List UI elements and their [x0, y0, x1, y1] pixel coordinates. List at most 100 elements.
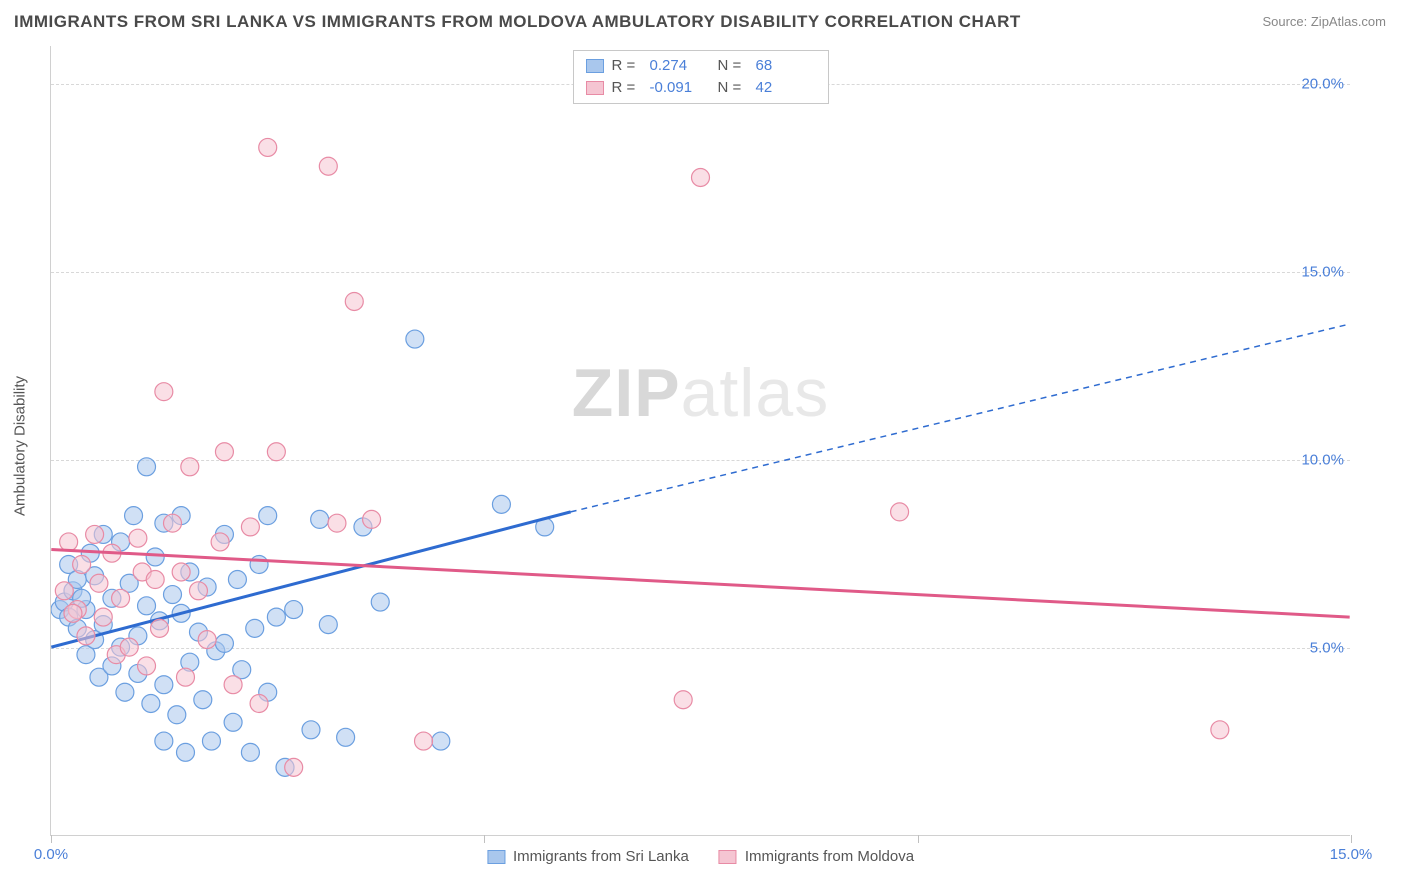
data-point [319, 616, 337, 634]
source-prefix: Source: [1262, 14, 1310, 29]
correlation-legend: R = 0.274 N = 68 R = -0.091 N = 42 [573, 50, 829, 104]
data-point [406, 330, 424, 348]
legend-item-1: Immigrants from Moldova [719, 848, 914, 865]
data-point [415, 732, 433, 750]
data-point [142, 695, 160, 713]
data-point [94, 608, 112, 626]
data-point [345, 292, 363, 310]
data-point [211, 533, 229, 551]
data-point [194, 691, 212, 709]
y-axis-label: Ambulatory Disability [12, 376, 29, 516]
xtick [1351, 835, 1352, 843]
data-point [176, 743, 194, 761]
trend-line-extrapolated [571, 324, 1350, 512]
data-point [215, 634, 233, 652]
source-link[interactable]: ZipAtlas.com [1311, 14, 1386, 29]
legend-row-0: R = 0.274 N = 68 [586, 55, 816, 77]
data-point [674, 691, 692, 709]
xtick [918, 835, 919, 843]
data-point [198, 631, 216, 649]
data-point [285, 758, 303, 776]
data-point [138, 657, 156, 675]
data-point [259, 507, 277, 525]
data-point [311, 510, 329, 528]
legend-label-1: Immigrants from Moldova [745, 848, 914, 865]
data-point [73, 555, 91, 573]
data-point [241, 743, 259, 761]
data-point [246, 619, 264, 637]
legend-swatch-1 [586, 81, 604, 95]
data-point [692, 169, 710, 187]
data-point [164, 514, 182, 532]
r-label: R = [612, 55, 642, 77]
xtick-label: 0.0% [34, 846, 68, 863]
series-legend: Immigrants from Sri Lanka Immigrants fro… [487, 848, 914, 865]
data-point [146, 571, 164, 589]
data-point [55, 582, 73, 600]
legend-item-0: Immigrants from Sri Lanka [487, 848, 689, 865]
xtick-label: 15.0% [1330, 846, 1373, 863]
data-point [215, 443, 233, 461]
legend-bottom-swatch-0 [487, 850, 505, 864]
data-point [250, 555, 268, 573]
data-point [120, 638, 138, 656]
n-label: N = [718, 55, 748, 77]
n-label: N = [718, 77, 748, 99]
data-point [267, 608, 285, 626]
data-point [176, 668, 194, 686]
data-point [259, 138, 277, 156]
data-point [1211, 721, 1229, 739]
data-point [228, 571, 246, 589]
data-point [164, 586, 182, 604]
data-point [168, 706, 186, 724]
data-point [250, 695, 268, 713]
data-point [155, 383, 173, 401]
data-point [60, 533, 78, 551]
data-point [155, 676, 173, 694]
data-point [116, 683, 134, 701]
data-point [319, 157, 337, 175]
n-value-0: 68 [756, 55, 816, 77]
data-point [64, 604, 82, 622]
chart-svg [51, 46, 1350, 835]
data-point [267, 443, 285, 461]
data-point [151, 619, 169, 637]
data-point [492, 495, 510, 513]
data-point [146, 548, 164, 566]
xtick [51, 835, 52, 843]
legend-label-0: Immigrants from Sri Lanka [513, 848, 689, 865]
data-point [90, 574, 108, 592]
data-point [241, 518, 259, 536]
chart-title: IMMIGRANTS FROM SRI LANKA VS IMMIGRANTS … [14, 12, 1021, 32]
data-point [129, 529, 147, 547]
data-point [125, 507, 143, 525]
data-point [337, 728, 355, 746]
source-attribution: Source: ZipAtlas.com [1262, 14, 1386, 29]
data-point [138, 597, 156, 615]
data-point [224, 676, 242, 694]
data-point [202, 732, 220, 750]
legend-bottom-swatch-1 [719, 850, 737, 864]
data-point [363, 510, 381, 528]
r-value-1: -0.091 [650, 77, 710, 99]
data-point [112, 589, 130, 607]
data-point [172, 563, 190, 581]
r-label: R = [612, 77, 642, 99]
data-point [155, 732, 173, 750]
data-point [138, 458, 156, 476]
xtick [484, 835, 485, 843]
data-point [86, 525, 104, 543]
data-point [891, 503, 909, 521]
data-point [371, 593, 389, 611]
data-point [302, 721, 320, 739]
data-point [432, 732, 450, 750]
data-point [328, 514, 346, 532]
data-point [224, 713, 242, 731]
data-point [285, 601, 303, 619]
data-point [189, 582, 207, 600]
data-point [77, 627, 95, 645]
r-value-0: 0.274 [650, 55, 710, 77]
plot-area: ZIPatlas R = 0.274 N = 68 R = -0.091 N =… [50, 46, 1350, 836]
data-point [181, 458, 199, 476]
legend-swatch-0 [586, 59, 604, 73]
